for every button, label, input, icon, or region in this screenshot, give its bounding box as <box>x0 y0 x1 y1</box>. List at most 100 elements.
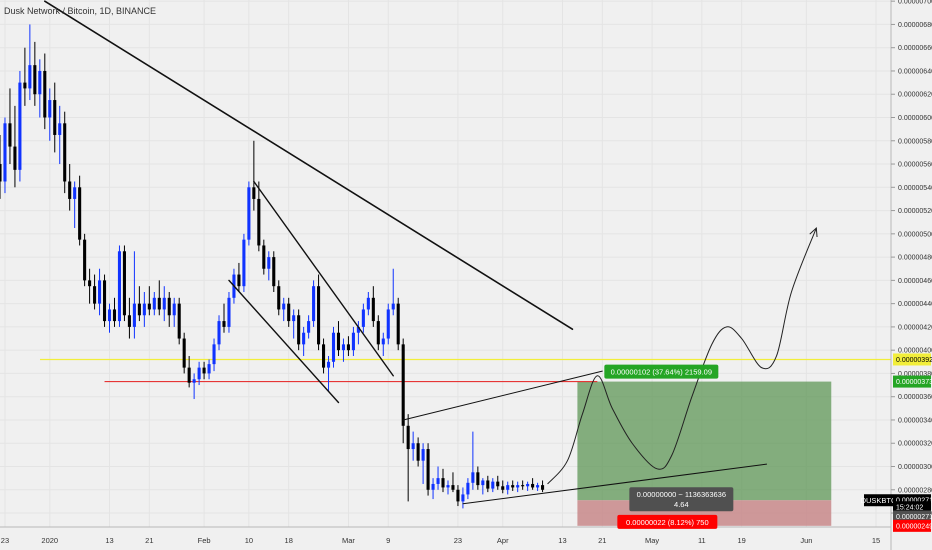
candle-body <box>346 344 350 351</box>
horizontal-lines <box>40 358 891 383</box>
candle-body <box>511 485 515 488</box>
candle-body <box>351 332 355 351</box>
candle-body <box>456 489 460 502</box>
price-tick-label: 0.00000520 <box>898 208 932 215</box>
candle-body <box>541 485 545 490</box>
candle-body <box>267 257 271 269</box>
price-axis-label: 0.00000249 <box>896 523 932 530</box>
candle-body <box>48 100 52 118</box>
time-tick-label: 9 <box>386 536 390 545</box>
candle-body <box>481 480 485 486</box>
price-tick-label: 0.00000660 <box>898 45 932 52</box>
candle-body <box>461 494 465 502</box>
forecast-path <box>547 227 817 485</box>
candles <box>0 24 545 509</box>
drawing-lines <box>43 0 818 505</box>
candle-body <box>471 472 475 483</box>
candle-body <box>177 303 181 339</box>
candle-body <box>341 344 346 351</box>
main-trendline <box>43 0 574 331</box>
candle-body <box>152 297 156 310</box>
symbol-label-box <box>864 494 893 507</box>
candle-body <box>157 297 161 310</box>
time-tick-label: 10 <box>245 536 253 545</box>
info-label-line1: 0.00000000 ~ 1136363636 <box>637 490 726 499</box>
time-axis[interactable]: 23 2020 13 21 Feb 10 18 Mar 9 23 Apr 13 21 May 11 19 Jun… <box>1 536 880 545</box>
price-axis-label: 0.00000373 <box>896 379 932 386</box>
candle-body <box>13 146 17 170</box>
channel-upper-line <box>253 180 394 377</box>
profit-label-box <box>604 364 719 379</box>
price-tick-label: 0.00000360 <box>898 394 932 401</box>
candle-body <box>426 449 430 490</box>
candle-body <box>132 303 136 327</box>
candle-body <box>287 303 291 322</box>
candle-body <box>43 70 47 118</box>
candle-body <box>242 239 246 287</box>
candle-body <box>451 485 455 490</box>
candle-body <box>531 483 535 488</box>
candle-body <box>237 274 241 287</box>
time-tick-label: 23 <box>454 536 462 545</box>
candle-body <box>202 367 206 374</box>
candle-body <box>401 344 405 426</box>
candle-body <box>361 309 365 327</box>
candle-body <box>217 321 221 345</box>
price-axis[interactable]: 0.00000700 0.00000680 0.00000660 0.00000640… <box>891 0 932 518</box>
candle-body <box>78 187 82 240</box>
time-tick-label: 13 <box>558 536 566 545</box>
candle-body <box>331 332 336 362</box>
time-tick-label: 15 <box>872 536 880 545</box>
price-tick-label: 0.00000680 <box>898 22 932 29</box>
price-tick-label: 0.00000420 <box>898 324 932 331</box>
price-axis-label-box <box>893 501 931 514</box>
price-tick-label: 0.00000480 <box>898 255 932 262</box>
candle-body <box>396 303 400 345</box>
time-tick-label: Apr <box>497 536 509 545</box>
target-zone <box>577 381 832 501</box>
time-tick-label: 13 <box>105 536 113 545</box>
time-tick-label: May <box>645 536 659 545</box>
price-tick-label: 0.00000320 <box>898 441 932 448</box>
candle-body <box>63 123 67 182</box>
candle-body <box>391 303 395 310</box>
candle-body <box>446 485 450 488</box>
candle-body <box>406 425 410 450</box>
candle-body <box>142 303 146 316</box>
candle-body <box>227 297 231 327</box>
candle-body <box>107 309 112 322</box>
price-axis-label-box <box>893 353 931 366</box>
price-tick-label: 0.00000580 <box>898 138 932 145</box>
channel-lower-line <box>228 279 340 404</box>
candle-body <box>516 485 520 488</box>
time-tick-label: 21 <box>145 536 153 545</box>
candle-body <box>252 187 256 199</box>
candle-body <box>127 315 131 327</box>
price-tick-label: 0.00000460 <box>898 278 932 285</box>
price-tick-label: 0.00000340 <box>898 417 932 424</box>
candle-body <box>436 478 440 484</box>
candle-body <box>222 321 226 327</box>
info-label-line2: 4.64 <box>674 500 689 509</box>
candle-body <box>416 443 420 461</box>
price-tick-label: 0.00000380 <box>898 371 932 378</box>
price-axis-label-box <box>893 510 931 523</box>
candle-body <box>292 315 296 322</box>
price-tick-label: 0.00000640 <box>898 68 932 75</box>
candle-body <box>147 303 151 310</box>
price-tick-label: 0.00000500 <box>898 231 932 238</box>
candle-body <box>68 181 72 199</box>
candle-body <box>336 332 341 351</box>
profit-label: 0.00000102 (37.64%) 2159.09 <box>611 368 712 377</box>
loss-label: 0.00000022 (8.12%) 750 <box>626 518 709 527</box>
candle-body <box>277 286 281 310</box>
candle-body <box>117 251 122 322</box>
candle-body <box>93 286 97 304</box>
candle-body <box>356 326 360 333</box>
candle-body <box>33 65 37 95</box>
candle-body <box>371 297 375 322</box>
candle-body <box>431 483 435 490</box>
price-tick-label: 0.00000560 <box>898 162 932 169</box>
candle-body <box>376 321 380 345</box>
